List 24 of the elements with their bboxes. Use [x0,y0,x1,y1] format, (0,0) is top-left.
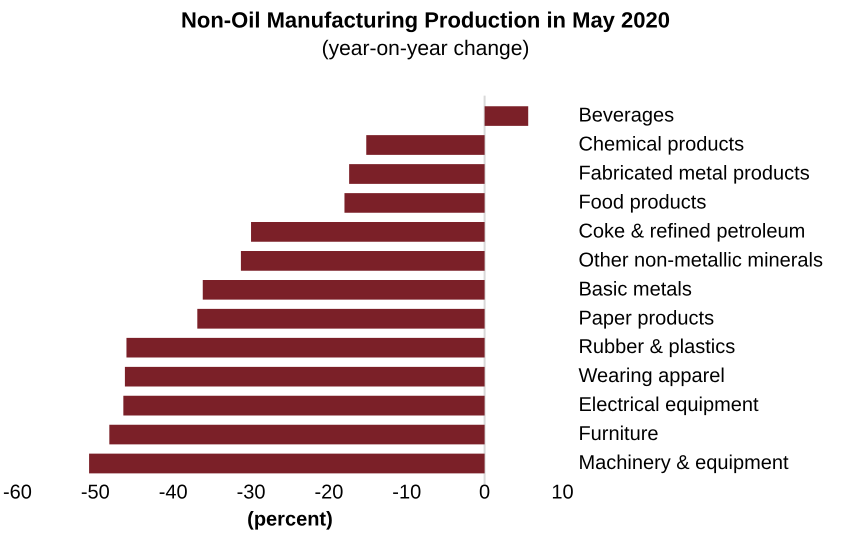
x-axis-title: (percent) [247,508,333,531]
x-tick-label: 0 [479,482,490,504]
y-tick-label: Rubber & plastics [578,336,736,358]
x-tick-label: -20 [314,482,344,504]
y-tick-label: Chemical products [578,134,744,156]
y-tick-label: Fabricated metal products [578,162,810,184]
x-tick-label: -40 [158,482,188,504]
y-tick-label: Food products [578,191,706,214]
y-tick-label: Paper products [578,307,714,330]
x-tick-label: 10 [551,482,574,504]
y-tick-label: Basic metals [578,278,692,300]
y-tick-label: Machinery & equipment [578,452,790,474]
y-tick-label: Coke & refined petroleum [578,220,806,242]
y-tick-label: Furniture [578,423,658,446]
y-tick-label: Wearing apparel [578,365,725,388]
x-tick-label: -10 [392,482,422,504]
chart-subtitle: (year-on-year change) [322,36,530,60]
x-tick-label: -50 [80,482,110,504]
y-tick-label: Other non-metallic minerals [578,249,823,272]
x-tick-label: -30 [236,482,266,504]
chart-title: Non-Oil Manufacturing Production in May 2020 [181,7,670,32]
x-tick-label: -60 [3,482,32,504]
y-tick-label: Beverages [578,104,674,127]
y-tick-label: Electrical equipment [578,394,759,416]
